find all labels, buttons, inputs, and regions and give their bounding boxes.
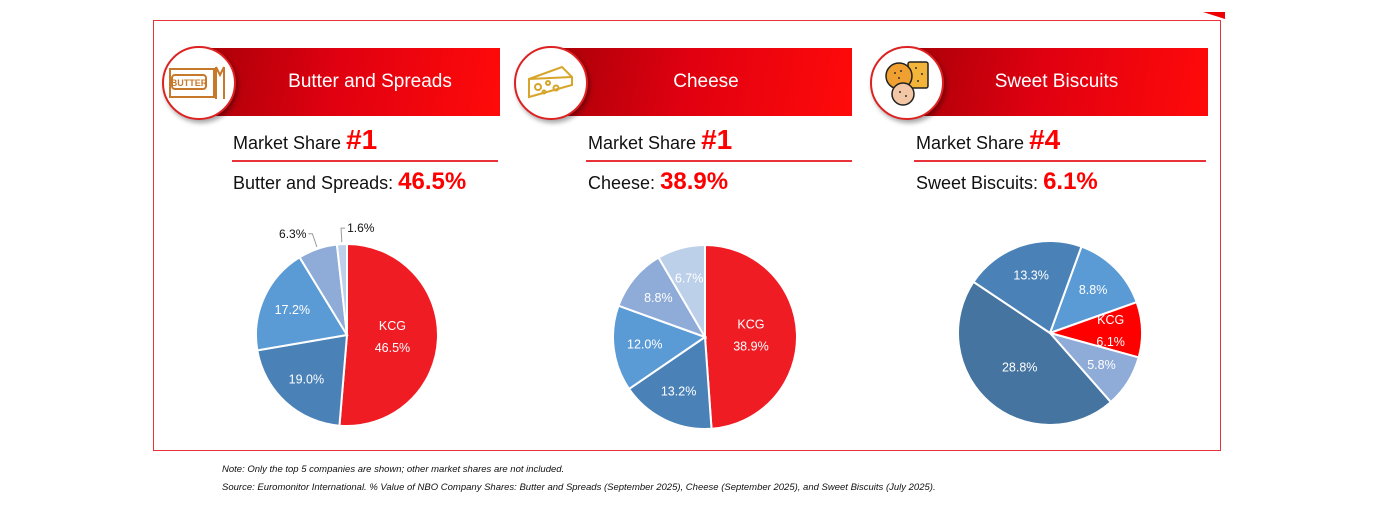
content-frame: [153, 20, 1221, 451]
data-label: 13.2%: [661, 385, 696, 399]
butter-icon: BUTTER: [162, 46, 236, 120]
market-share-rank: Market Share #1: [588, 124, 733, 155]
footnote: Note: Only the top 5 companies are shown…: [222, 464, 565, 475]
pie-slice: [627, 335, 713, 430]
header-cheese: Cheese: [550, 48, 852, 116]
data-label: 8.8%: [644, 291, 673, 305]
data-label: 12.0%: [627, 338, 662, 352]
data-label: KCG: [379, 319, 406, 333]
share-value: Cheese: 38.9%: [588, 168, 729, 195]
pie-slice: [612, 304, 708, 391]
data-label: 38.9%: [733, 339, 768, 353]
data-label: 6.7%: [675, 271, 704, 285]
divider: [914, 160, 1206, 162]
data-label: 46.5%: [375, 341, 410, 355]
pie-slice: [256, 333, 349, 427]
pie-slice: [255, 255, 349, 352]
leader-line: [308, 233, 318, 248]
data-label: 6.1%: [1096, 335, 1125, 349]
market-share-rank: Market Share #1: [233, 124, 378, 155]
header-butter: Butter and Spreads: [200, 48, 500, 116]
market-share-rank: Market Share #4: [916, 124, 1061, 155]
data-label: 6.3%: [279, 227, 307, 241]
data-label: 1.6%: [347, 221, 375, 235]
data-label: 28.8%: [1002, 361, 1037, 375]
data-label: 8.8%: [1079, 283, 1108, 297]
data-label: 19.0%: [289, 372, 324, 386]
cheese-icon: [514, 46, 588, 120]
share-value: Butter and Spreads: 46.5%: [233, 168, 467, 195]
data-label: KCG: [1097, 313, 1124, 327]
divider: [586, 160, 852, 162]
panel-title: Sweet Biscuits: [994, 71, 1119, 92]
data-label: 5.8%: [1087, 358, 1116, 372]
pie-slice: [1048, 245, 1138, 335]
pie-slice: [956, 280, 1113, 426]
data-label: 13.3%: [1013, 268, 1048, 282]
svg-text:BUTTER: BUTTER: [171, 78, 208, 88]
data-label: 17.2%: [275, 303, 310, 317]
panel-title: Cheese: [673, 71, 739, 92]
corner-accent: [1203, 12, 1225, 19]
pie-slice: [335, 242, 348, 336]
biscuits-icon: [870, 46, 944, 120]
leader-line: [340, 227, 346, 243]
header-biscuits: Sweet Biscuits: [905, 48, 1208, 116]
pie-slice: [704, 243, 798, 430]
pie-slice: [657, 243, 706, 341]
source-note: Source: Euromonitor International. % Val…: [222, 482, 936, 493]
share-value: Sweet Biscuits: 6.1%: [916, 168, 1098, 195]
data-label: KCG: [737, 317, 764, 331]
pie-slice: [338, 242, 440, 427]
panel-title: Butter and Spreads: [288, 71, 452, 92]
divider: [232, 160, 498, 162]
pie-slice: [972, 240, 1083, 335]
